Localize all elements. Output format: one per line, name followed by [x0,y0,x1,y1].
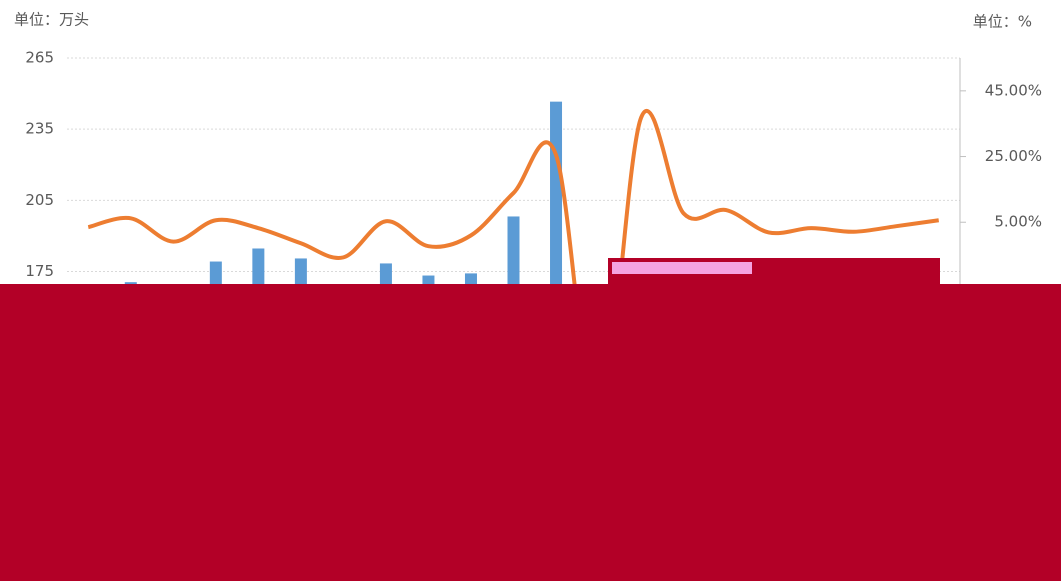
y2-tick-label: 45.00% [985,81,1042,99]
y2-tick-label: 5.00% [994,213,1042,231]
glitch [0,284,1061,581]
y-tick-label: 265 [25,49,54,67]
y-tick-label: 175 [25,262,54,280]
y2-unit: 单位：% [973,13,1032,31]
y-tick-label: 205 [25,191,54,209]
line [87,108,940,432]
y-unit: 单位：万头 [14,11,89,29]
y2-tick-label: 25.00% [985,147,1042,165]
glitch [612,262,752,274]
y-tick-label: 235 [25,120,54,138]
